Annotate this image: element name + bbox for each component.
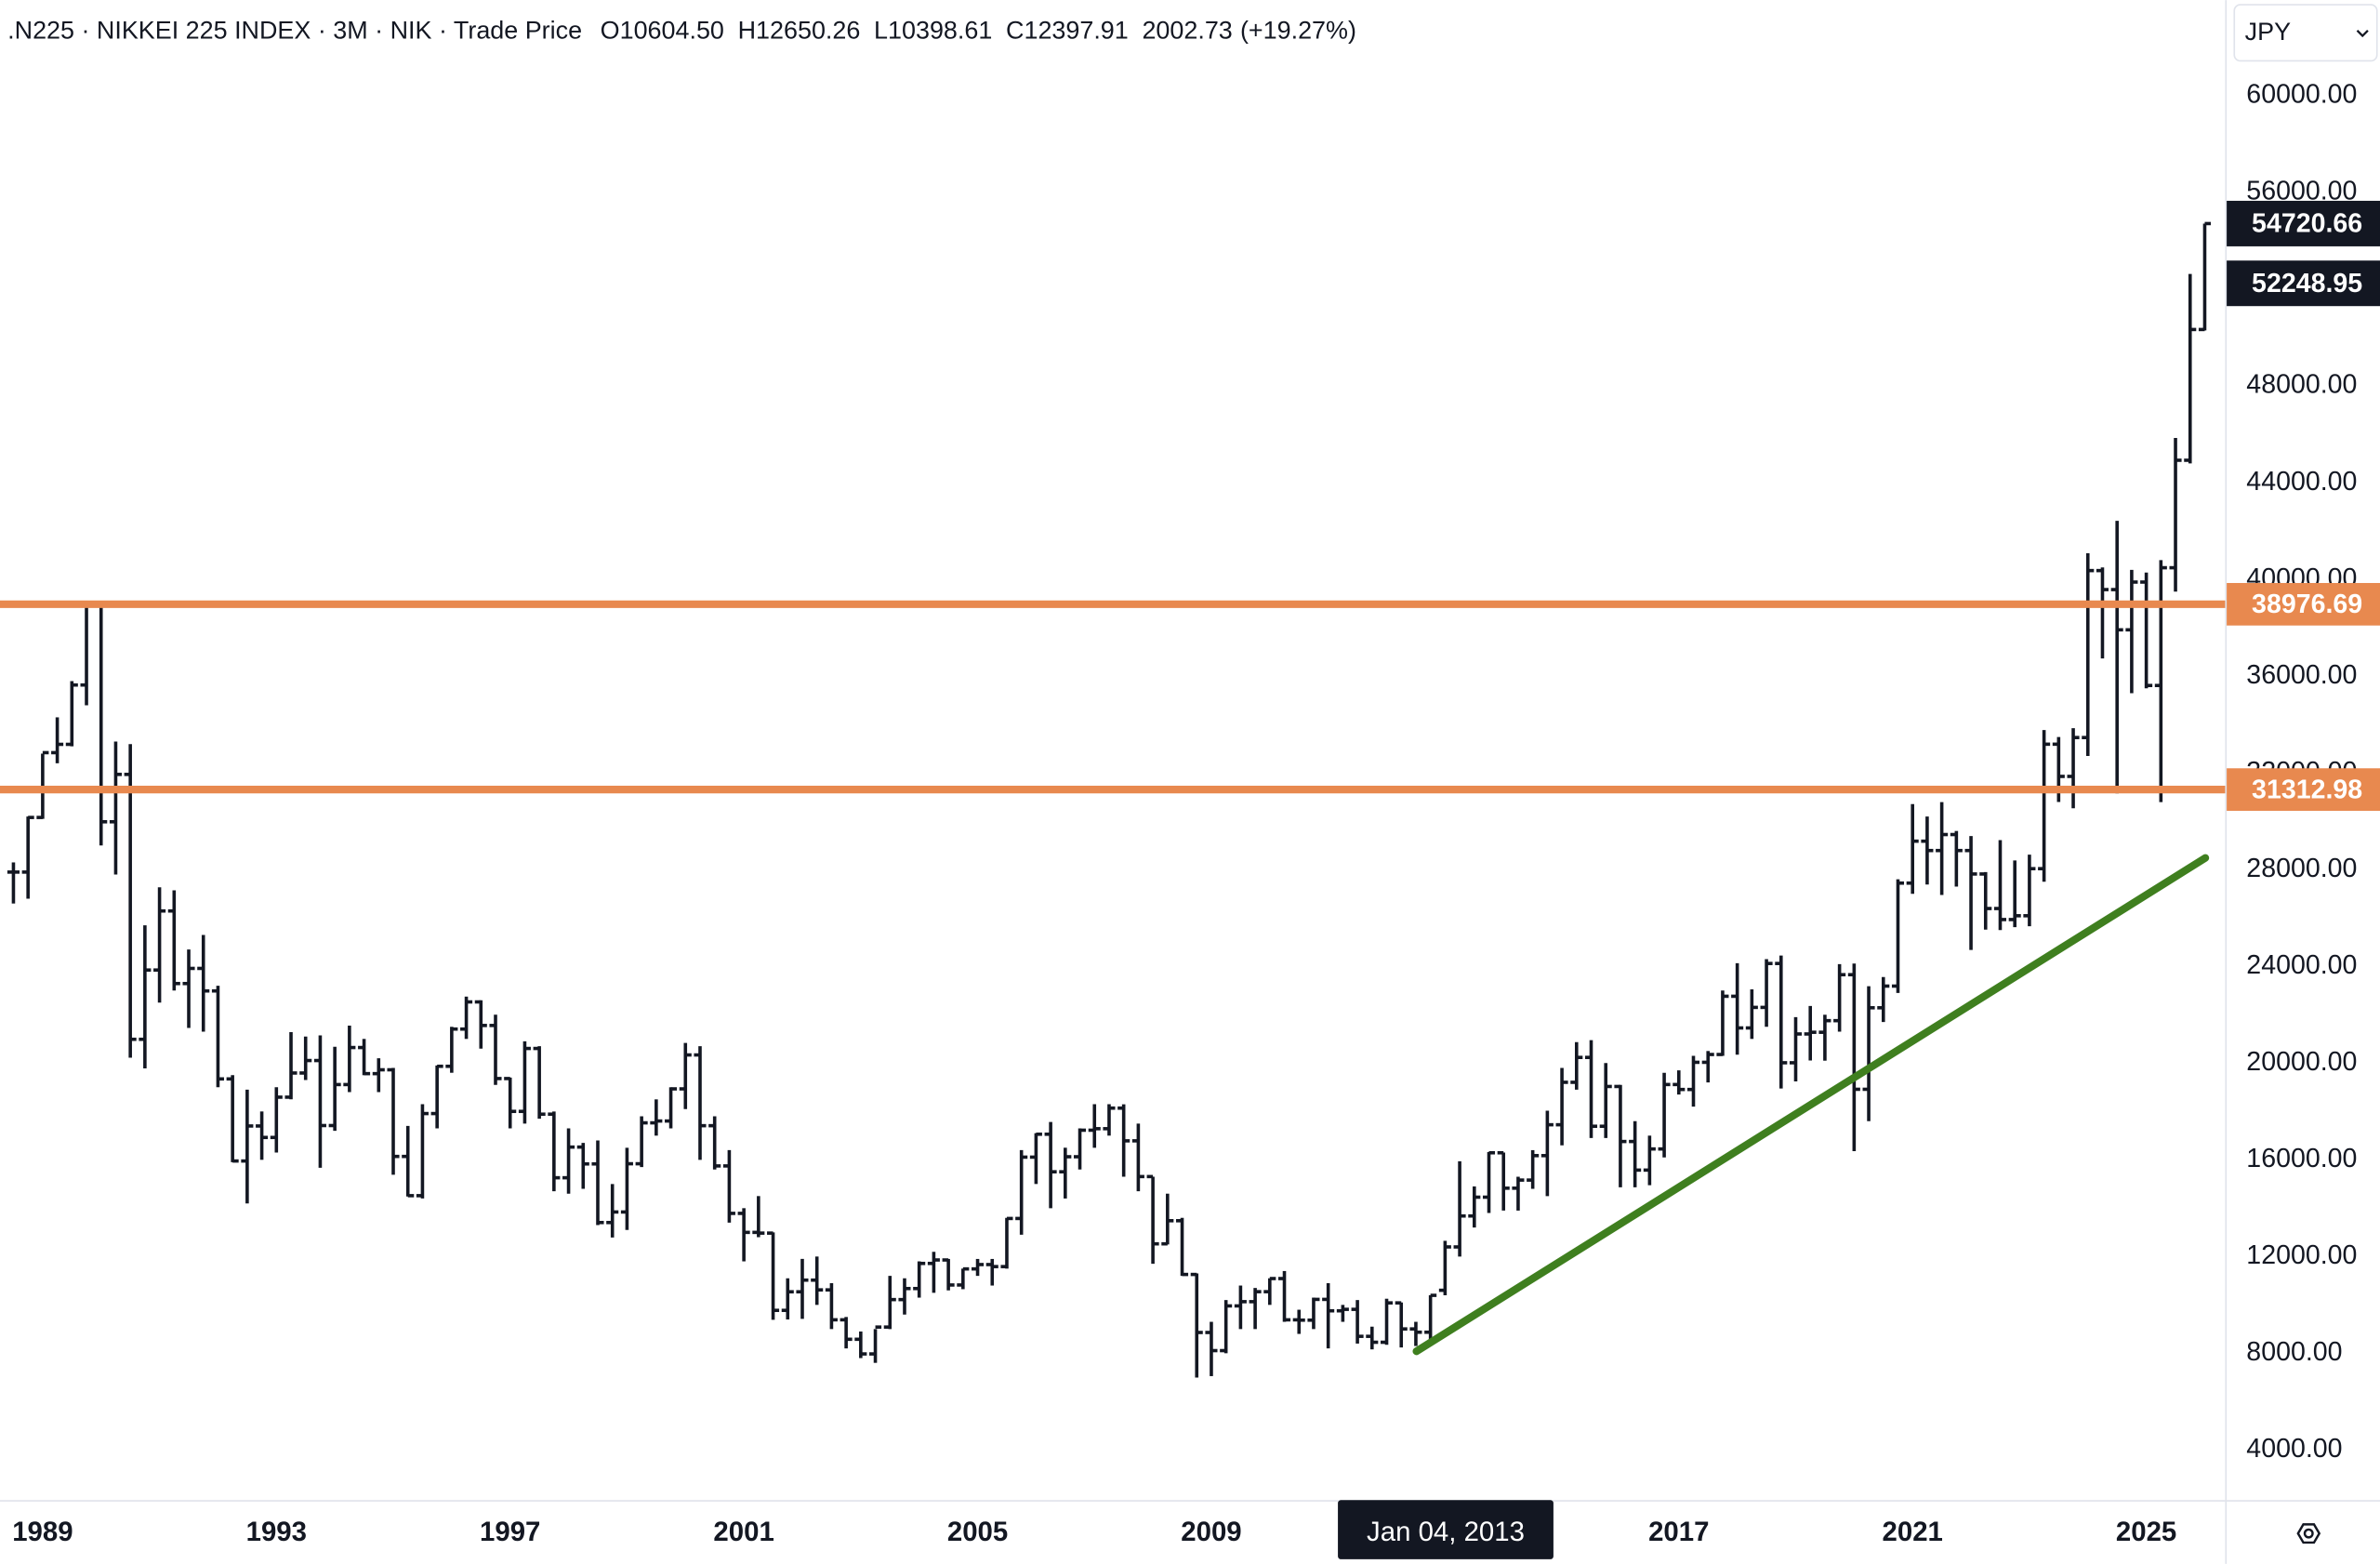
ohlc-value: 12397.91 bbox=[1024, 17, 1128, 45]
settings-icon[interactable] bbox=[2296, 1523, 2321, 1544]
axis-layer: 4000.00 8000.00 12000.00 16000.00 20000.00 24… bbox=[12, 80, 2380, 1559]
settings-icon-dot[interactable] bbox=[2303, 1528, 2314, 1539]
x-tick-label: 2001 bbox=[713, 1517, 774, 1547]
settings-button[interactable] bbox=[2296, 1523, 2321, 1544]
y-tick-label: 60000.00 bbox=[2246, 80, 2357, 110]
price-label-box bbox=[2227, 260, 2380, 307]
ohlc-label: L bbox=[874, 17, 888, 45]
y-tick-label: 16000.00 bbox=[2246, 1144, 2357, 1173]
y-tick-label: 24000.00 bbox=[2246, 950, 2357, 980]
symbol-title: .N225 · NIKKEI 225 INDEX · 3M · NIK · Tr… bbox=[7, 17, 582, 45]
currency-box[interactable] bbox=[2233, 4, 2378, 62]
currency-select[interactable]: JPY bbox=[2233, 4, 2378, 62]
price-label: 54720.66 bbox=[2252, 209, 2362, 239]
price-label-box bbox=[2227, 768, 2380, 811]
currency-label[interactable]: JPY bbox=[2245, 18, 2291, 46]
ohlc-value: 10398.61 bbox=[888, 17, 992, 45]
y-tick-label: 28000.00 bbox=[2246, 854, 2357, 883]
x-tick-label: 1993 bbox=[246, 1517, 307, 1547]
chevron-icon[interactable] bbox=[2356, 30, 2369, 38]
y-tick-label: 36000.00 bbox=[2246, 660, 2357, 690]
change: 2002.73 bbox=[1142, 17, 1232, 45]
ohlc-value: 10604.50 bbox=[620, 17, 724, 45]
ohlc-label: H bbox=[738, 17, 756, 45]
crosshair-label-box bbox=[1338, 1500, 1554, 1559]
x-tick-label: 2005 bbox=[947, 1517, 1008, 1547]
price-label: 52248.95 bbox=[2252, 269, 2362, 298]
y-tick-label: 20000.00 bbox=[2246, 1047, 2357, 1077]
change-pct: (+19.27%) bbox=[1240, 17, 1356, 45]
y-tick-label: 8000.00 bbox=[2246, 1337, 2342, 1367]
chart-header: .N225 · NIKKEI 225 INDEX · 3M · NIK · Tr… bbox=[7, 17, 1356, 45]
x-tick-label: 2021 bbox=[1883, 1517, 1943, 1547]
crosshair-label: Jan 04, 2013 bbox=[1367, 1517, 1525, 1547]
x-tick-label: 2009 bbox=[1181, 1517, 1241, 1547]
y-tick-label: 48000.00 bbox=[2246, 370, 2357, 400]
trendline bbox=[1412, 854, 2210, 1356]
price-label-box bbox=[2227, 582, 2380, 626]
ohlc-label: C bbox=[1006, 17, 1024, 45]
price-label-box bbox=[2227, 200, 2380, 246]
x-tick-label: 1989 bbox=[12, 1517, 73, 1547]
plot-area bbox=[0, 221, 2226, 1378]
y-tick-label: 12000.00 bbox=[2246, 1240, 2357, 1270]
y-tick-label: 4000.00 bbox=[2246, 1434, 2342, 1464]
price-label: 31312.98 bbox=[2252, 775, 2362, 804]
ohlc-label: O bbox=[601, 17, 620, 45]
x-tick-label: 1997 bbox=[480, 1517, 540, 1547]
price-label: 38976.69 bbox=[2252, 590, 2362, 619]
x-tick-label: 2017 bbox=[1648, 1517, 1709, 1547]
ohlc-value: 12650.26 bbox=[756, 17, 860, 45]
y-tick-label: 44000.00 bbox=[2246, 467, 2357, 497]
x-tick-label: 2025 bbox=[2116, 1517, 2176, 1547]
